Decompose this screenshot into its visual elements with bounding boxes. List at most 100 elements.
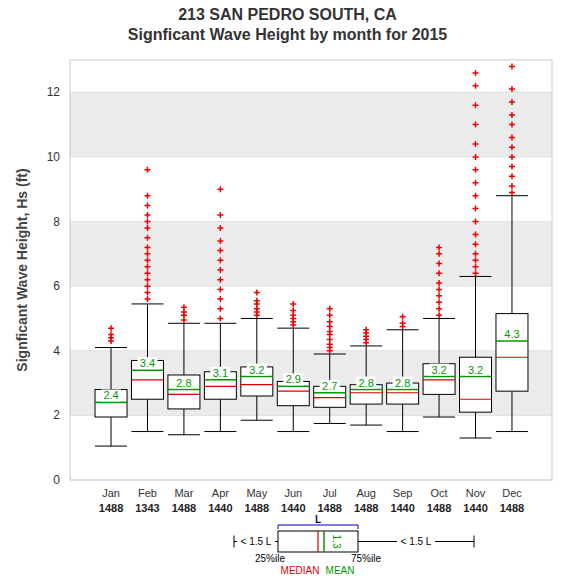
outlier <box>144 167 150 173</box>
grid-line <box>70 221 552 222</box>
key-bracket <box>278 525 358 529</box>
count-label: 1488 <box>245 502 269 514</box>
whisker-low <box>220 399 221 431</box>
median-line <box>423 379 455 380</box>
median-line <box>241 384 273 385</box>
outlier <box>144 257 150 263</box>
outlier <box>327 319 333 325</box>
grid-line <box>70 286 552 287</box>
whisker-high <box>475 276 476 357</box>
outlier <box>144 225 150 231</box>
count-label: 1343 <box>135 502 159 514</box>
mean-label: 2.8 <box>395 377 410 389</box>
mean-label: 3.2 <box>468 364 483 376</box>
whisker-low <box>439 394 440 417</box>
outlier <box>509 183 515 189</box>
whisker-cap-low <box>460 438 492 439</box>
whisker-cap-low <box>204 431 236 432</box>
whisker-low <box>111 417 112 446</box>
mean-label-bg <box>429 364 449 376</box>
key-cap <box>474 536 475 548</box>
mean-line <box>204 379 236 381</box>
median-line <box>387 392 419 393</box>
whisker-low <box>366 404 367 425</box>
outlier <box>217 186 223 192</box>
outlier <box>254 298 260 304</box>
x-tick-label: Feb <box>138 487 157 499</box>
y-tick-label: 10 <box>47 150 61 164</box>
outlier <box>290 301 296 307</box>
outlier <box>436 270 442 276</box>
count-label: 1440 <box>463 502 487 514</box>
whisker-low <box>402 404 403 431</box>
outlier <box>217 257 223 263</box>
whisker-high <box>111 348 112 390</box>
outlier <box>473 122 479 128</box>
outlier <box>144 283 150 289</box>
key-iqr: L <box>315 514 321 525</box>
mean-label-bg <box>356 377 376 389</box>
mean-label: 3.2 <box>249 364 264 376</box>
box <box>95 390 127 417</box>
mean-line <box>241 376 273 378</box>
outlier <box>217 267 223 273</box>
whisker-high <box>439 318 440 363</box>
x-tick-label: Jan <box>102 487 120 499</box>
mean-label-bg <box>320 380 340 392</box>
y-tick-label: 8 <box>53 215 60 229</box>
key-median <box>317 531 318 552</box>
outlier <box>217 296 223 302</box>
whisker-low <box>293 406 294 432</box>
grid-band <box>70 222 552 287</box>
key-median-label: MEDIAN <box>281 565 320 576</box>
outlier <box>473 219 479 225</box>
mean-line <box>496 340 528 342</box>
median-line <box>460 399 492 400</box>
outlier <box>144 212 150 218</box>
mean-label-bg <box>466 364 486 376</box>
x-tick-label: Dec <box>502 487 522 499</box>
key: 1.3L< 1.5 L< 1.5 L25%ile75%ileMEDIANMEAN <box>234 514 474 576</box>
outlier <box>217 286 223 292</box>
whisker-cap-low <box>423 417 455 418</box>
count-label: 1488 <box>99 502 123 514</box>
median-line <box>496 357 528 358</box>
x-tick-label: Jul <box>323 487 337 499</box>
outlier <box>144 277 150 283</box>
outlier <box>509 164 515 170</box>
outlier <box>509 189 515 195</box>
whisker-cap-low <box>131 431 163 432</box>
outlier <box>144 270 150 276</box>
key-q1: 25%ile <box>255 553 285 564</box>
grid-band <box>70 92 552 157</box>
mean-line <box>131 369 163 371</box>
whisker-high <box>511 196 512 314</box>
outlier <box>144 235 150 241</box>
median-line <box>168 394 200 395</box>
key-label-bg <box>397 535 435 547</box>
whisker-low <box>329 407 330 423</box>
x-tick-label: Oct <box>431 487 448 499</box>
outlier <box>144 193 150 199</box>
plot-background <box>70 60 552 480</box>
whisker-cap-high <box>204 323 236 324</box>
outlier <box>509 135 515 141</box>
whisker-cap-low <box>241 420 273 421</box>
whisker-high <box>183 323 184 375</box>
outlier <box>509 112 515 118</box>
mean-label: 4.3 <box>504 328 519 340</box>
outlier <box>473 193 479 199</box>
x-tick-label: Nov <box>466 487 486 499</box>
y-tick-label: 6 <box>53 279 60 293</box>
mean-label-bg <box>210 367 230 379</box>
outlier <box>436 299 442 305</box>
outlier <box>436 286 442 292</box>
key-q3: 75%ile <box>351 553 381 564</box>
count-label: 1440 <box>390 502 414 514</box>
whisker-cap-low <box>95 446 127 447</box>
outlier <box>473 154 479 160</box>
count-label: 1440 <box>208 502 232 514</box>
x-tick-label: Apr <box>212 487 229 499</box>
mean-label: 2.8 <box>359 377 374 389</box>
mean-label-bg <box>101 389 121 401</box>
